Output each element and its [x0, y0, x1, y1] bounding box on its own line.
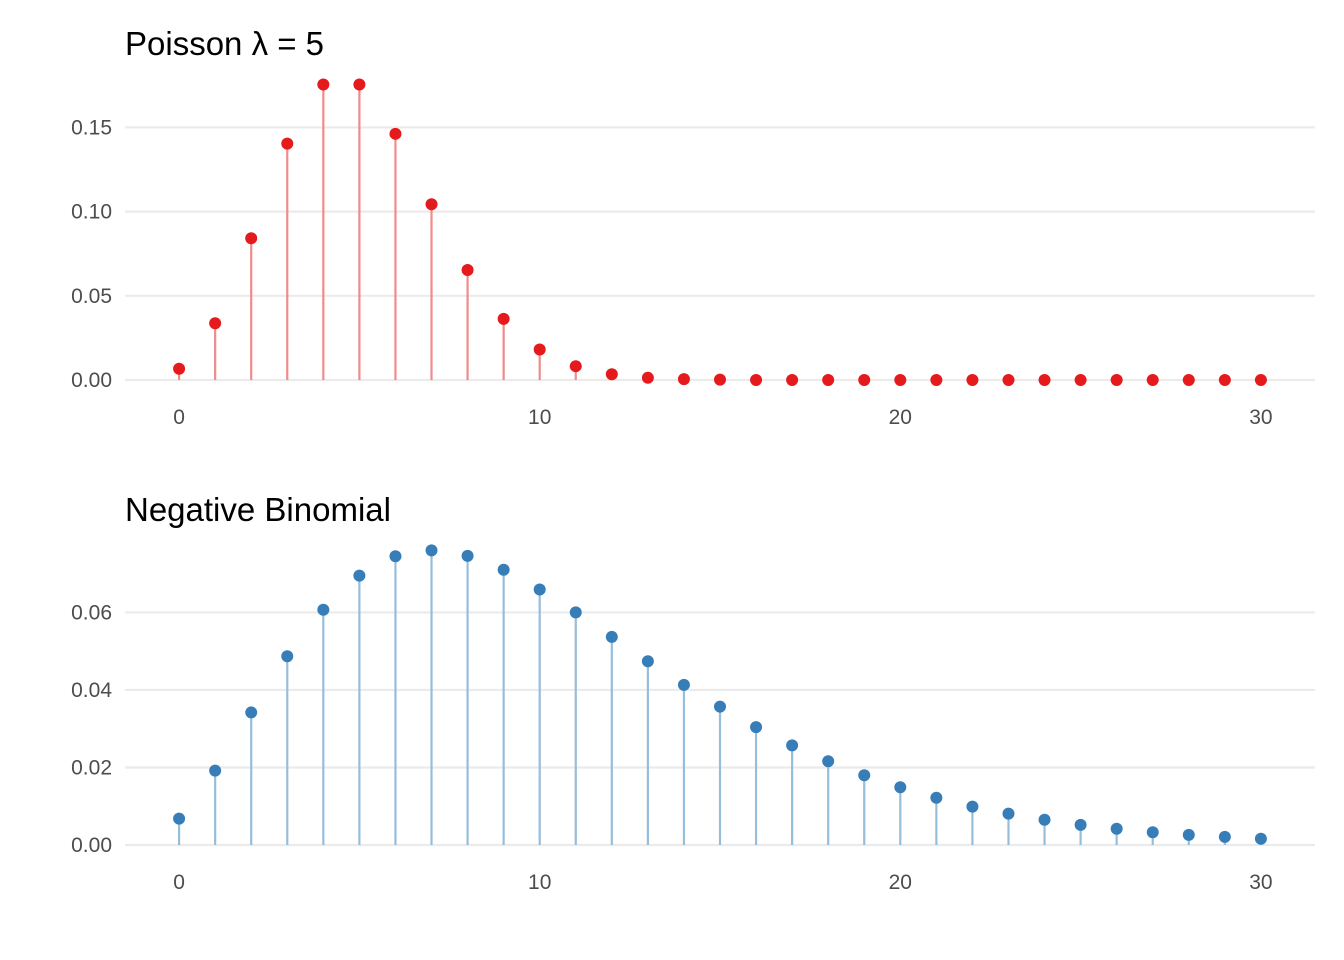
negative-binomial-point [461, 549, 474, 562]
poisson-point [353, 78, 366, 91]
negative-binomial-point [1218, 830, 1231, 843]
poisson-point [1110, 374, 1123, 386]
negative-binomial-point [1074, 818, 1087, 831]
poisson-point [533, 343, 546, 356]
poisson-y-tick-label: 0.05 [71, 285, 112, 308]
negative-binomial-point [425, 544, 438, 557]
negative-binomial-y-tick-label: 0.00 [71, 834, 112, 857]
negative-binomial-point [245, 706, 258, 719]
negative-binomial-point [533, 583, 546, 596]
poisson-x-ticks: 0 10 20 30 [173, 406, 1272, 429]
negative-binomial-y-tick-label: 0.02 [71, 756, 112, 779]
poisson-point [1182, 374, 1195, 386]
negative-binomial-point [317, 603, 330, 616]
poisson-y-ticks: 0.00 0.05 0.10 0.15 [71, 116, 112, 392]
negative-binomial-point [353, 569, 366, 582]
poisson-point [317, 78, 330, 91]
poisson-point [569, 360, 582, 373]
negative-binomial-point [822, 755, 835, 768]
negative-binomial-point [858, 769, 871, 782]
poisson-point [894, 374, 907, 386]
negative-binomial-point [1110, 822, 1123, 835]
poisson-y-tick-label: 0.15 [71, 116, 112, 139]
negative-binomial-point [281, 650, 294, 663]
poisson-x-tick-label: 20 [889, 406, 912, 429]
poisson-point [966, 374, 979, 386]
poisson-panel: Poisson λ = 5 0.00 0.05 0.10 0.15 0 10 20 30 [71, 25, 1315, 429]
negative-binomial-point [389, 550, 402, 563]
negative-binomial-point [605, 630, 618, 643]
negative-binomial-point [786, 739, 799, 752]
poisson-point [858, 374, 871, 386]
poisson-x-tick-label: 30 [1249, 406, 1272, 429]
poisson-title: Poisson λ = 5 [125, 25, 324, 62]
negative-binomial-point [966, 800, 979, 813]
negative-binomial-point [641, 655, 654, 668]
poisson-point [930, 374, 943, 386]
negative-binomial-stems [177, 550, 1263, 845]
poisson-point [714, 373, 726, 386]
negative-binomial-x-ticks: 0 10 20 30 [173, 871, 1272, 894]
negative-binomial-y-tick-label: 0.04 [71, 679, 112, 702]
poisson-grid [125, 126, 1315, 382]
poisson-point [786, 374, 799, 386]
poisson-y-tick-label: 0.10 [71, 201, 112, 224]
poisson-point [461, 264, 474, 277]
negative-binomial-x-tick-label: 10 [528, 871, 551, 894]
negative-binomial-x-tick-label: 30 [1249, 871, 1272, 894]
poisson-point [1038, 374, 1051, 386]
negative-binomial-point [1254, 832, 1267, 845]
negative-binomial-point [209, 764, 222, 777]
poisson-x-tick-label: 10 [528, 406, 551, 429]
negative-binomial-title: Negative Binomial [125, 491, 391, 528]
poisson-point [173, 362, 186, 375]
poisson-point [209, 317, 222, 330]
negative-binomial-point [1146, 826, 1159, 839]
poisson-point [641, 371, 654, 384]
negative-binomial-point [894, 781, 907, 794]
poisson-point [750, 374, 763, 386]
poisson-point [605, 368, 618, 381]
negative-binomial-x-tick-label: 0 [173, 871, 185, 894]
negative-binomial-y-tick-label: 0.06 [71, 601, 112, 624]
poisson-stems [177, 84, 722, 380]
poisson-point [245, 232, 258, 245]
poisson-point [1074, 374, 1087, 386]
negative-binomial-point [677, 678, 690, 691]
poisson-point [677, 373, 690, 386]
poisson-point [497, 312, 510, 325]
negative-binomial-x-tick-label: 20 [889, 871, 912, 894]
negative-binomial-points [173, 544, 1267, 845]
poisson-point [1218, 374, 1231, 386]
negative-binomial-point [930, 791, 943, 804]
negative-binomial-point [569, 606, 582, 619]
poisson-point [822, 374, 835, 386]
poisson-y-tick-label: 0.00 [71, 369, 112, 392]
negative-binomial-point [750, 721, 763, 734]
negative-binomial-point [497, 563, 510, 576]
poisson-points [173, 78, 1267, 386]
negative-binomial-point [1182, 828, 1195, 841]
poisson-point [281, 137, 294, 150]
poisson-point [1146, 374, 1159, 386]
negative-binomial-point [1002, 807, 1015, 820]
poisson-point [1002, 374, 1015, 386]
negative-binomial-point [1038, 813, 1051, 826]
poisson-point [1254, 374, 1267, 386]
poisson-point [389, 127, 402, 140]
negative-binomial-y-ticks: 0.00 0.02 0.04 0.06 [71, 601, 112, 857]
poisson-x-tick-label: 0 [173, 406, 185, 429]
negative-binomial-panel: Negative Binomial 0.00 0.02 0.04 0.06 0 10 20… [71, 491, 1315, 894]
negative-binomial-point [173, 812, 186, 825]
poisson-point [425, 198, 438, 211]
negative-binomial-point [714, 700, 726, 713]
